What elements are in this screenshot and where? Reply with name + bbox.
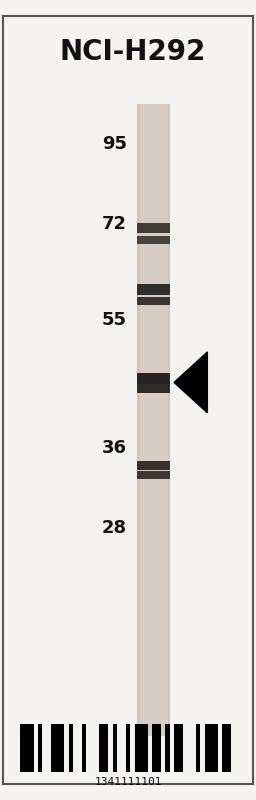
Bar — [137, 223, 170, 233]
Polygon shape — [174, 352, 207, 413]
Bar — [137, 236, 170, 244]
Text: 72: 72 — [102, 215, 127, 233]
Bar — [140, 104, 168, 736]
Text: 95: 95 — [102, 135, 127, 153]
Bar — [126, 724, 130, 772]
Bar — [82, 724, 86, 772]
Bar — [69, 724, 73, 772]
Bar — [137, 297, 170, 305]
Bar — [174, 724, 183, 772]
Bar — [113, 724, 117, 772]
Bar — [38, 724, 42, 772]
Bar — [137, 284, 170, 294]
Bar — [137, 104, 170, 736]
Bar — [137, 373, 170, 384]
Bar — [165, 724, 170, 772]
Bar — [137, 471, 170, 479]
Bar — [135, 724, 148, 772]
Bar — [51, 724, 64, 772]
Text: 28: 28 — [102, 519, 127, 537]
Bar — [205, 724, 218, 772]
Text: 36: 36 — [102, 439, 127, 457]
Text: 1341111101: 1341111101 — [94, 778, 162, 787]
Text: 55: 55 — [102, 311, 127, 329]
Bar — [137, 384, 170, 393]
Bar — [222, 724, 231, 772]
Bar — [137, 461, 170, 470]
Bar — [100, 724, 108, 772]
Text: NCI-H292: NCI-H292 — [60, 38, 206, 66]
Bar — [152, 724, 161, 772]
Bar — [20, 724, 34, 772]
Bar — [196, 724, 200, 772]
